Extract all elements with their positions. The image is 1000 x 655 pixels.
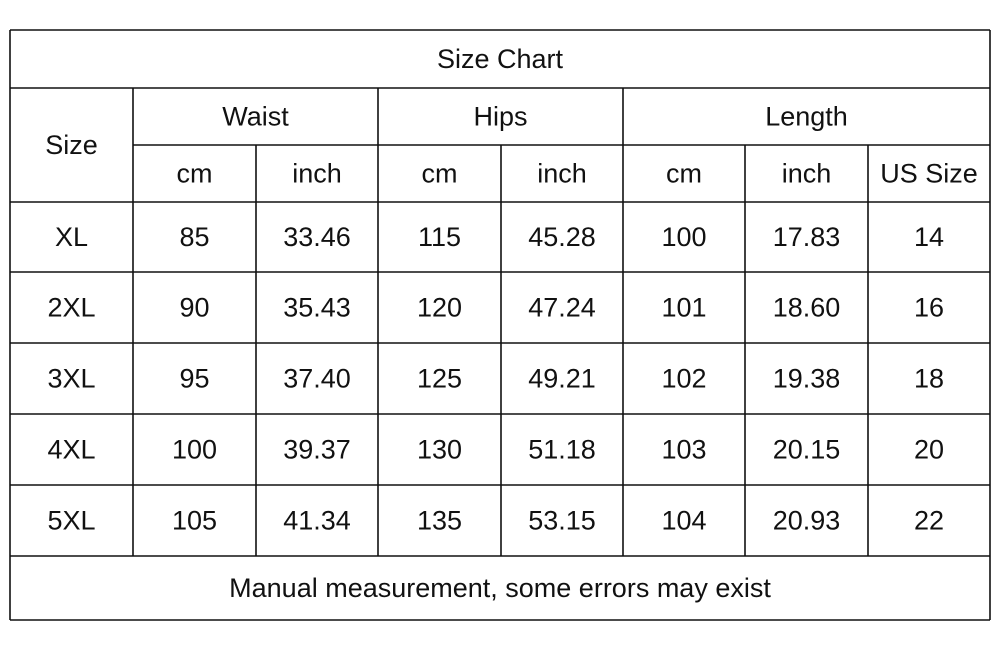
unit-header: cm (177, 159, 213, 189)
table-cell: 35.43 (283, 293, 351, 323)
table-cell: 85 (179, 222, 209, 252)
table-cell: 49.21 (528, 364, 596, 394)
table-cell: 115 (418, 222, 461, 252)
table-cell: 120 (417, 293, 462, 323)
table-cell: 130 (417, 435, 462, 465)
table-cell: 101 (661, 293, 706, 323)
unit-header: inch (537, 159, 587, 189)
table-cell: 41.34 (283, 506, 351, 536)
unit-header: inch (782, 159, 832, 189)
table-cell: 17.83 (773, 222, 841, 252)
table-title: Size Chart (437, 44, 564, 74)
table-cell: 102 (661, 364, 706, 394)
table-cell: 53.15 (528, 506, 596, 536)
group-header: Length (765, 102, 848, 132)
table-cell: 18 (914, 364, 944, 394)
table-cell: 20 (914, 435, 944, 465)
table-cell: 90 (179, 293, 209, 323)
size-label: 3XL (47, 364, 95, 394)
size-label: 2XL (47, 293, 95, 323)
unit-header: inch (292, 159, 342, 189)
group-header: Waist (222, 102, 289, 132)
table-cell: 39.37 (283, 435, 351, 465)
table-cell: 100 (172, 435, 217, 465)
table-cell: 20.15 (773, 435, 841, 465)
unit-header: cm (666, 159, 702, 189)
table-cell: 125 (417, 364, 462, 394)
size-label: 5XL (47, 506, 95, 536)
unit-header: US Size (880, 159, 978, 189)
footer-note: Manual measurement, some errors may exis… (229, 573, 771, 603)
header-cell: Size (45, 130, 98, 160)
size-label: 4XL (47, 435, 95, 465)
table-cell: 14 (914, 222, 944, 252)
table-cell: 51.18 (528, 435, 596, 465)
table-cell: 103 (661, 435, 706, 465)
table-cell: 95 (179, 364, 209, 394)
group-header: Hips (473, 102, 527, 132)
table-cell: 22 (914, 506, 944, 536)
table-cell: 19.38 (773, 364, 841, 394)
table-cell: 104 (661, 506, 706, 536)
table-cell: 105 (172, 506, 217, 536)
size-label: XL (55, 222, 88, 252)
table-cell: 33.46 (283, 222, 351, 252)
table-cell: 18.60 (773, 293, 841, 323)
table-cell: 16 (914, 293, 944, 323)
table-cell: 37.40 (283, 364, 351, 394)
table-cell: 135 (417, 506, 462, 536)
table-cell: 100 (661, 222, 706, 252)
table-cell: 45.28 (528, 222, 596, 252)
unit-header: cm (422, 159, 458, 189)
table-cell: 20.93 (773, 506, 841, 536)
table-cell: 47.24 (528, 293, 596, 323)
